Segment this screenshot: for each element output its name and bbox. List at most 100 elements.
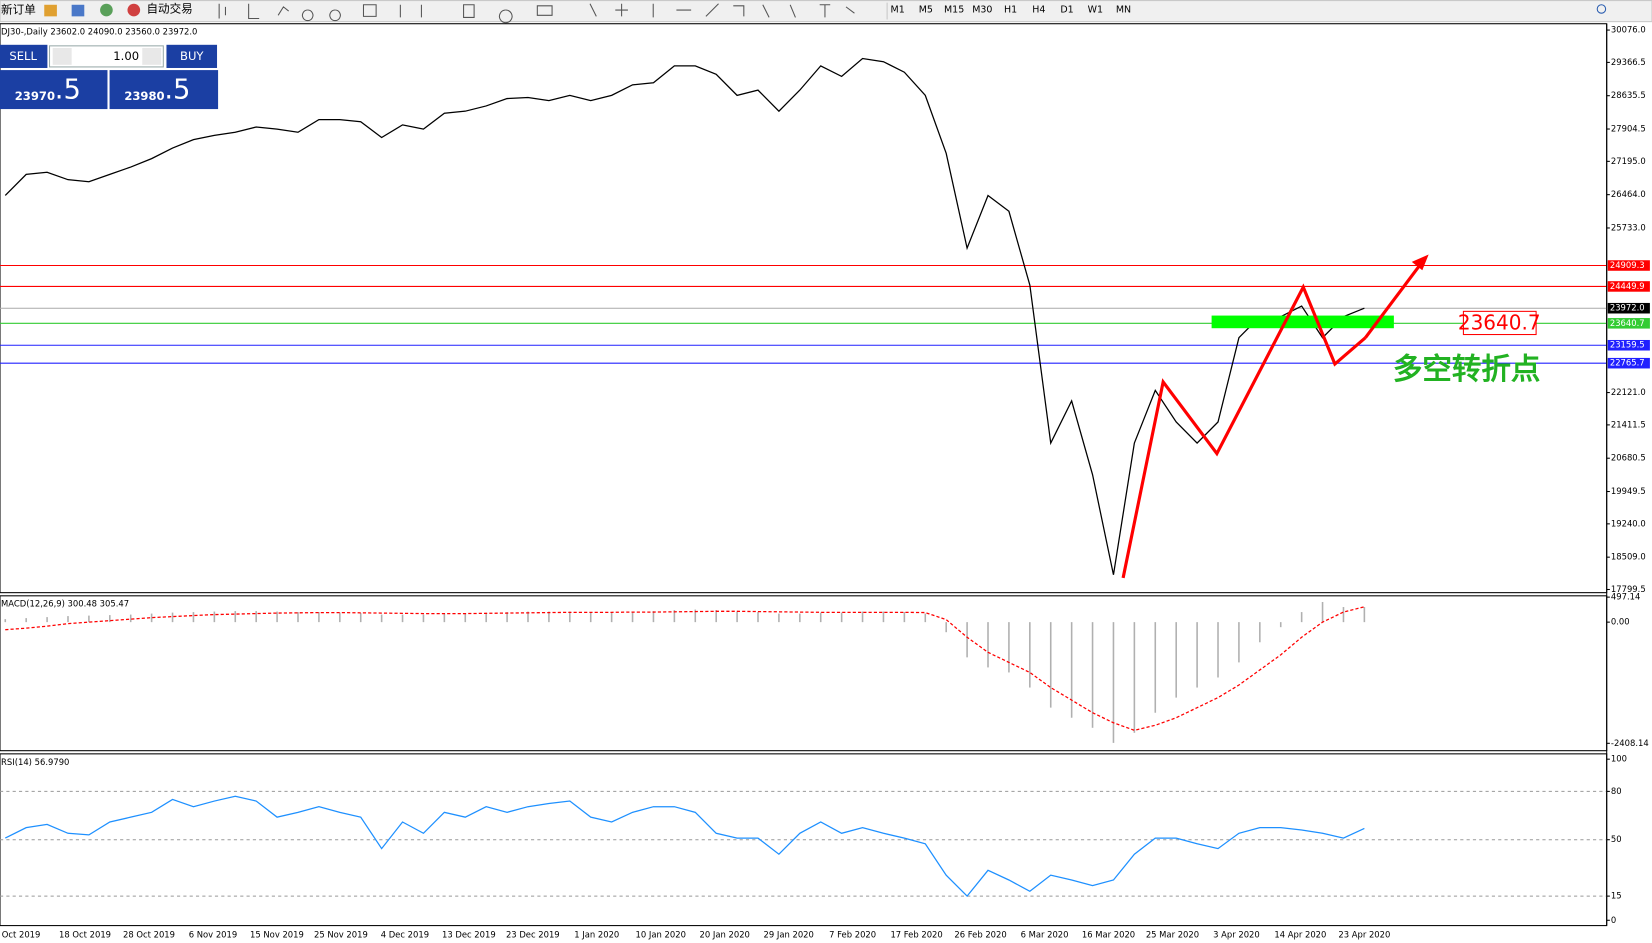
price-level-label: 23972.0 bbox=[1610, 303, 1645, 313]
icon-strokes bbox=[218, 3, 855, 24]
icon bbox=[44, 4, 57, 17]
zigzag bbox=[1121, 283, 1367, 579]
toolbar bbox=[0, 0, 1652, 23]
y-tick-label: 30076.0 bbox=[1611, 25, 1646, 35]
y-tick-label: 0 bbox=[1611, 915, 1616, 925]
price-level-label: 22765.7 bbox=[1610, 358, 1645, 368]
series-line bbox=[4, 57, 1365, 575]
x-tick-label: 6 Mar 2020 bbox=[1021, 930, 1069, 940]
x-tick-label: 10 Jan 2020 bbox=[636, 930, 686, 940]
price-level-label: 24909.3 bbox=[1610, 260, 1645, 270]
charts: DJ30-,Daily 23602.0 24090.0 23560.0 2397… bbox=[0, 23, 1650, 940]
x-tick-label: 4 Dec 2019 bbox=[381, 930, 429, 940]
y-tick-label: 17799.5 bbox=[1611, 584, 1646, 594]
timeframe-button[interactable]: M30 bbox=[972, 5, 992, 16]
y-tick-label: 100 bbox=[1611, 754, 1627, 764]
bid-price[interactable]: 23970 bbox=[15, 89, 55, 103]
x-tick-label: 3 Apr 2020 bbox=[1213, 930, 1260, 940]
annotations: 23640.7 多空转折点 bbox=[1121, 254, 1541, 579]
sell-button[interactable] bbox=[0, 44, 48, 68]
lots-value[interactable]: 1.00 bbox=[113, 49, 139, 63]
price-level-label: 23640.7 bbox=[1610, 318, 1645, 328]
series-line bbox=[5, 606, 1365, 731]
x-tick-label: 15 Nov 2019 bbox=[250, 930, 304, 940]
timeframe-button[interactable]: D1 bbox=[1060, 5, 1073, 16]
x-tick-label: Oct 2019 bbox=[2, 930, 41, 940]
pane-title: RSI(14) 56.9790 bbox=[1, 757, 69, 767]
y-tick-label: 50 bbox=[1611, 834, 1622, 844]
timeframe-bar: M1 M5 M15 M30 H1 H4 D1 W1 MN bbox=[891, 5, 1132, 16]
x-tick-label: 23 Apr 2020 bbox=[1338, 930, 1390, 940]
price-level-tag bbox=[1607, 302, 1650, 314]
x-tick-label: 23 Dec 2019 bbox=[506, 930, 560, 940]
buy-label[interactable]: BUY bbox=[180, 49, 204, 63]
timeframe-button[interactable]: M5 bbox=[919, 5, 933, 16]
icon bbox=[100, 3, 113, 17]
timeframe-button[interactable]: M1 bbox=[891, 5, 905, 16]
bid-pip[interactable]: .5 bbox=[55, 75, 81, 106]
lots-spinner[interactable] bbox=[48, 45, 164, 68]
x-tick-label: 18 Oct 2019 bbox=[59, 930, 111, 940]
arrow-head bbox=[1411, 254, 1429, 271]
x-tick-label: 25 Nov 2019 bbox=[314, 930, 368, 940]
y-tick-label: 80 bbox=[1611, 786, 1622, 796]
x-tick-label: 25 Mar 2020 bbox=[1146, 930, 1199, 940]
price-level-tag bbox=[1607, 260, 1650, 271]
x-tick-label: 16 Mar 2020 bbox=[1082, 930, 1135, 940]
timeframe-button[interactable]: MN bbox=[1116, 5, 1131, 16]
y-tick-label: 497.14 bbox=[1611, 592, 1640, 602]
x-tick-label: 28 Oct 2019 bbox=[123, 930, 175, 940]
timeframe-button[interactable]: H4 bbox=[1032, 5, 1045, 16]
x-tick-label: 13 Dec 2019 bbox=[442, 930, 496, 940]
x-tick-label: 26 Feb 2020 bbox=[954, 930, 1006, 940]
ask-pip[interactable]: .5 bbox=[164, 75, 190, 106]
x-tick-label: 6 Nov 2019 bbox=[189, 930, 238, 940]
sell-label[interactable]: SELL bbox=[9, 49, 37, 63]
timeframe-button[interactable]: M15 bbox=[944, 5, 964, 16]
buy-button[interactable] bbox=[166, 44, 218, 68]
pane-title: MACD(12,26,9) 300.48 305.47 bbox=[1, 599, 129, 609]
price-level-label: 23159.5 bbox=[1610, 340, 1645, 350]
y-tick-label: 15 bbox=[1611, 891, 1622, 901]
x-tick-label: 20 Jan 2020 bbox=[700, 930, 750, 940]
x-tick-label: 14 Apr 2020 bbox=[1274, 930, 1326, 940]
x-tick-label: 29 Jan 2020 bbox=[763, 930, 813, 940]
price-level-tag bbox=[1607, 339, 1650, 351]
x-tick-label: 17 Feb 2020 bbox=[890, 930, 942, 940]
pane-title: DJ30-,Daily 23602.0 24090.0 23560.0 2397… bbox=[1, 27, 197, 37]
y-tick-label: -2408.14 bbox=[1611, 738, 1649, 748]
ask-box[interactable] bbox=[109, 70, 219, 110]
highlight-bar bbox=[1211, 315, 1394, 329]
bid-box[interactable] bbox=[0, 70, 108, 110]
timeframe-button[interactable]: W1 bbox=[1088, 5, 1103, 16]
toolbar-button[interactable]: 自动交易 bbox=[146, 1, 192, 15]
ask-price[interactable]: 23980 bbox=[124, 89, 164, 103]
price-level-tag bbox=[1607, 281, 1650, 292]
toolbar-button[interactable]: 新订单 bbox=[1, 3, 36, 17]
icon bbox=[71, 4, 85, 17]
y-tick-label: 0.00 bbox=[1611, 617, 1630, 627]
y-tick-label: 19240.0 bbox=[1611, 518, 1646, 528]
search-icon[interactable] bbox=[1596, 4, 1607, 14]
toolbar-icons bbox=[218, 3, 855, 24]
annotation-text: 多空转折点 bbox=[1393, 352, 1541, 386]
y-tick-label: 21411.5 bbox=[1611, 419, 1646, 429]
series-line bbox=[4, 795, 1365, 898]
annotation-price: 23640.7 bbox=[1458, 311, 1541, 335]
y-tick-label: 19949.5 bbox=[1611, 486, 1646, 496]
spin-down[interactable] bbox=[52, 47, 72, 65]
y-tick-label: 27904.5 bbox=[1611, 124, 1646, 134]
y-tick-label: 28635.5 bbox=[1611, 90, 1646, 100]
trade-panel: SELL 1.00 BUY 23970 .5 23980 .5 bbox=[0, 44, 219, 110]
y-tick-label: 27195.0 bbox=[1611, 156, 1646, 166]
timeframe-button[interactable]: H1 bbox=[1004, 5, 1017, 16]
icon bbox=[127, 3, 141, 17]
spin-up[interactable] bbox=[142, 47, 162, 65]
price-level-tag bbox=[1607, 318, 1650, 329]
price-level-label: 24449.9 bbox=[1610, 281, 1645, 291]
arrow bbox=[1364, 260, 1424, 339]
y-tick-label: 25733.0 bbox=[1611, 222, 1646, 232]
